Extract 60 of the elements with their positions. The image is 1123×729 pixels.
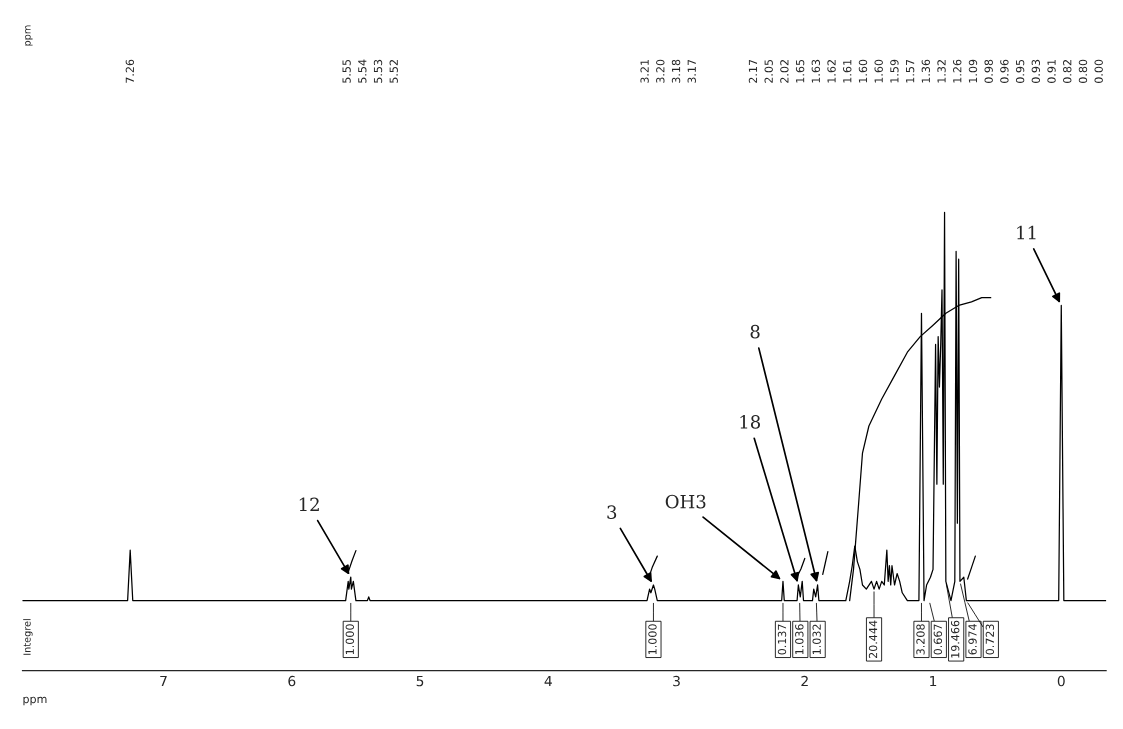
text: 3.21	[640, 59, 649, 83]
text: 5.55	[342, 59, 351, 83]
text: 0.93	[1031, 59, 1041, 83]
text: 7.26	[125, 59, 135, 83]
x-tick-label: 7	[160, 675, 167, 687]
text: 1.57	[906, 59, 915, 83]
annotation: 1.036	[795, 624, 804, 655]
text: 1.59	[890, 59, 899, 83]
text: 1.62	[827, 60, 836, 83]
text: 5.53	[373, 59, 383, 83]
text: 2.17	[748, 59, 758, 83]
text: 0.96	[1000, 59, 1009, 83]
annotation: 0.723	[985, 624, 995, 655]
x-tick-label: 3	[673, 675, 680, 687]
annotation: 12	[299, 497, 319, 511]
text: 1.09	[968, 59, 978, 83]
x-axis-title: ppm	[23, 696, 47, 706]
annotation: 0.137	[777, 624, 787, 655]
x-tick-label: 1	[930, 675, 937, 687]
text: 0.00	[1094, 59, 1103, 83]
annotation: 11	[1017, 225, 1036, 240]
x-tick-label: 2	[801, 675, 808, 687]
text: 2.05	[764, 59, 773, 83]
annotation: OH3	[665, 494, 706, 509]
text: 1.32	[937, 60, 946, 83]
text: 0.80	[1078, 59, 1088, 83]
annotation: 8	[750, 324, 760, 339]
annotation: 1.032	[812, 624, 821, 655]
text: 0.91	[1047, 59, 1056, 83]
text: 5.52	[389, 60, 398, 83]
text: 3.17	[687, 59, 696, 83]
text: 1.26	[953, 59, 962, 83]
x-tick-label: 6	[288, 675, 296, 687]
annotation: 3.208	[916, 624, 925, 655]
x-tick-label: 4	[544, 675, 552, 687]
text: 5.54	[358, 59, 367, 83]
text: 3.18	[671, 59, 681, 83]
annotation: Integrel	[23, 619, 33, 655]
x-tick-label: 5	[416, 675, 424, 687]
text: 1.60	[874, 59, 883, 83]
annotation: 1.000	[648, 624, 657, 655]
text: 1.65	[795, 59, 805, 83]
text: ppm	[25, 25, 33, 46]
annotation: 0.667	[933, 624, 943, 655]
text: 1.36	[921, 59, 931, 83]
text: 0.98	[984, 59, 993, 83]
text: 1.61	[843, 59, 852, 83]
annotation: 1.000	[345, 624, 354, 655]
annotation: 19.466	[950, 620, 960, 658]
text: 1.60	[858, 59, 868, 83]
text: 3.20	[656, 59, 665, 83]
text: 0.82	[1063, 60, 1072, 83]
annotation: 6.974	[968, 624, 977, 655]
annotation: 3	[607, 505, 617, 519]
text: 1.63	[811, 59, 821, 83]
text: 0.95	[1015, 59, 1025, 83]
x-tick-label: 0	[1057, 675, 1065, 687]
annotation: 20.444	[868, 620, 878, 659]
annotation: 18	[740, 415, 761, 429]
text: 2.02	[780, 60, 789, 83]
